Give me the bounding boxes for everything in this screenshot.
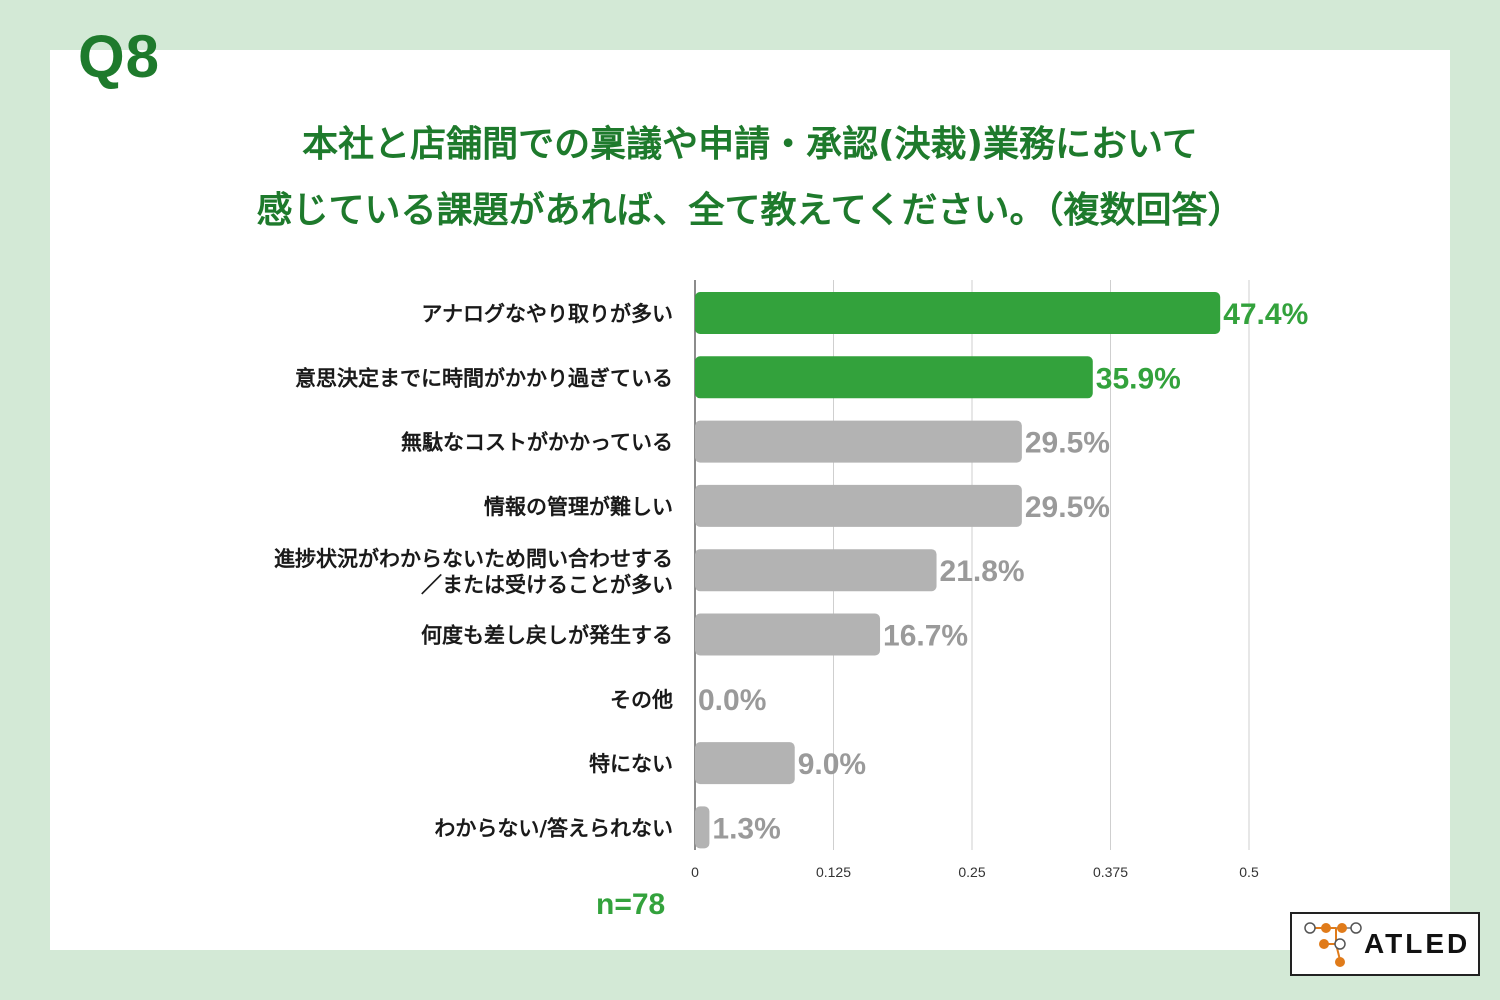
bar bbox=[695, 484, 1022, 527]
category-label: 無駄なコストがかかっている bbox=[401, 431, 673, 455]
question-title: 本社と店舗間での稟議や申請・承認(決裁)業務において 感じている課題があれば、全… bbox=[60, 112, 1440, 244]
sample-size-label: n=78 bbox=[596, 888, 666, 921]
category-label: わからない/答えられない bbox=[434, 816, 673, 840]
data-label: 9.0% bbox=[798, 748, 866, 781]
category-label: 特にない bbox=[589, 752, 673, 776]
data-label: 1.3% bbox=[712, 812, 780, 845]
category-label: 何度も差し戻しが発生する bbox=[421, 624, 673, 648]
category-label: 進捗状況がわからないため問い合わせする bbox=[274, 547, 673, 571]
data-label: 21.8% bbox=[940, 555, 1025, 588]
logo-text: ATLED bbox=[1364, 928, 1471, 959]
title-line-2: 感じている課題があれば、全て教えてください。（複数回答） bbox=[256, 190, 1244, 231]
data-label: 29.5% bbox=[1025, 427, 1110, 460]
data-label: 35.9% bbox=[1096, 362, 1181, 395]
title-line-1: 本社と店舗間での稟議や申請・承認(決裁)業務において bbox=[302, 124, 1198, 165]
data-label: 47.4% bbox=[1223, 298, 1308, 331]
x-tick-label: 0.25 bbox=[958, 864, 985, 880]
bar bbox=[695, 613, 881, 656]
category-label: 意思決定までに時間がかかり過ぎている bbox=[295, 366, 673, 390]
x-tick-label: 0.5 bbox=[1239, 864, 1259, 880]
category-label: アナログなやり取りが多い bbox=[421, 302, 673, 326]
data-label: 29.5% bbox=[1025, 491, 1110, 524]
data-label: 0.0% bbox=[698, 684, 766, 717]
question-number: Q8 bbox=[78, 23, 161, 90]
bar bbox=[695, 806, 710, 849]
category-label: ／または受けることが多い bbox=[421, 573, 673, 597]
molecule-logo-icon bbox=[1304, 922, 1362, 967]
bar bbox=[695, 742, 795, 785]
category-label: 情報の管理が難しい bbox=[484, 495, 673, 519]
x-tick-label: 0.375 bbox=[1093, 864, 1128, 880]
x-tick-label: 0.125 bbox=[816, 864, 851, 880]
bar bbox=[695, 356, 1093, 399]
x-tick-label: 0 bbox=[691, 864, 699, 880]
atled-logo: ATLED bbox=[1290, 912, 1480, 976]
data-label: 16.7% bbox=[883, 620, 968, 653]
category-label: その他 bbox=[610, 688, 673, 712]
bar bbox=[695, 420, 1022, 463]
bar bbox=[695, 549, 937, 592]
bar bbox=[695, 292, 1221, 334]
